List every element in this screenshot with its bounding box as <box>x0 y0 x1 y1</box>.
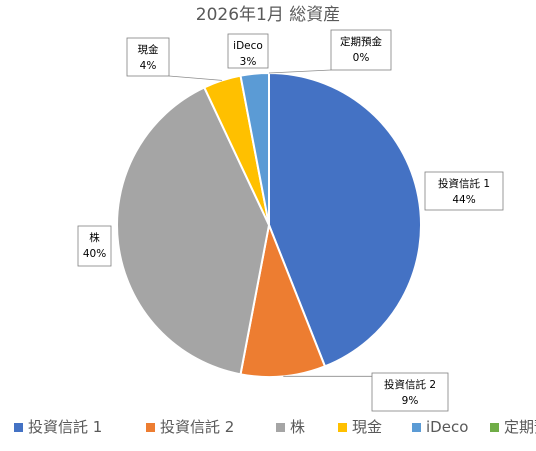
data-label-5: iDeco 3% <box>227 33 269 69</box>
data-label-value: 0% <box>353 52 370 64</box>
legend-swatch <box>338 423 347 432</box>
data-label-category: 定期預金 <box>340 35 382 48</box>
data-label-4: 現金 4% <box>126 37 170 77</box>
data-label-value: 40% <box>83 248 106 260</box>
data-label-category: 現金 <box>138 43 159 56</box>
data-label-category: iDeco <box>233 40 263 52</box>
legend-item-1: 投資信託 1 <box>14 418 102 436</box>
legend-label: 株 <box>290 418 305 436</box>
data-label-value: 44% <box>452 194 475 206</box>
leader-line-4 <box>168 75 223 81</box>
data-label-category: 投資信託 2 <box>384 378 436 391</box>
data-label-box <box>371 372 449 412</box>
data-label-category: 投資信託 1 <box>438 177 490 190</box>
pie-slice-1 <box>268 71 422 368</box>
legend-label: iDeco <box>426 418 468 436</box>
legend-label: 投資信託 1 <box>28 418 102 436</box>
data-label-1: 投資信託 1 44% <box>424 171 504 211</box>
data-label-value: 9% <box>402 395 419 407</box>
data-label-value: 4% <box>140 60 157 72</box>
pie-slice-3 <box>116 86 271 376</box>
data-label-value: 3% <box>240 56 257 68</box>
data-label-category: 株 <box>89 231 100 244</box>
legend-swatch <box>14 423 23 432</box>
legend-swatch <box>276 423 285 432</box>
legend-swatch <box>146 423 155 432</box>
legend-item-2: 投資信託 2 <box>146 418 234 436</box>
leader-line-6 <box>268 69 332 74</box>
legend-swatch <box>490 423 499 432</box>
legend-item-5: iDeco <box>412 418 468 436</box>
data-label-box <box>77 225 112 267</box>
data-label-6: 定期預金 0% <box>330 29 392 71</box>
legend-item-4: 現金 <box>338 418 382 436</box>
data-label-2: 投資信託 2 9% <box>371 372 449 412</box>
data-label-box <box>330 29 392 71</box>
data-label-box <box>126 37 170 77</box>
legend-label: 定期預金 <box>504 418 536 436</box>
legend-item-6: 定期預金 <box>490 418 536 436</box>
legend-label: 投資信託 2 <box>160 418 234 436</box>
legend-swatch <box>412 423 421 432</box>
data-label-box <box>424 171 504 211</box>
legend-item-3: 株 <box>276 418 305 436</box>
legend-label: 現金 <box>352 418 382 436</box>
chart-title: 2026年1月 総資産 <box>196 5 340 25</box>
data-label-box <box>227 33 269 69</box>
pie-slice-2 <box>239 221 327 379</box>
data-label-3: 株 40% <box>77 225 112 267</box>
